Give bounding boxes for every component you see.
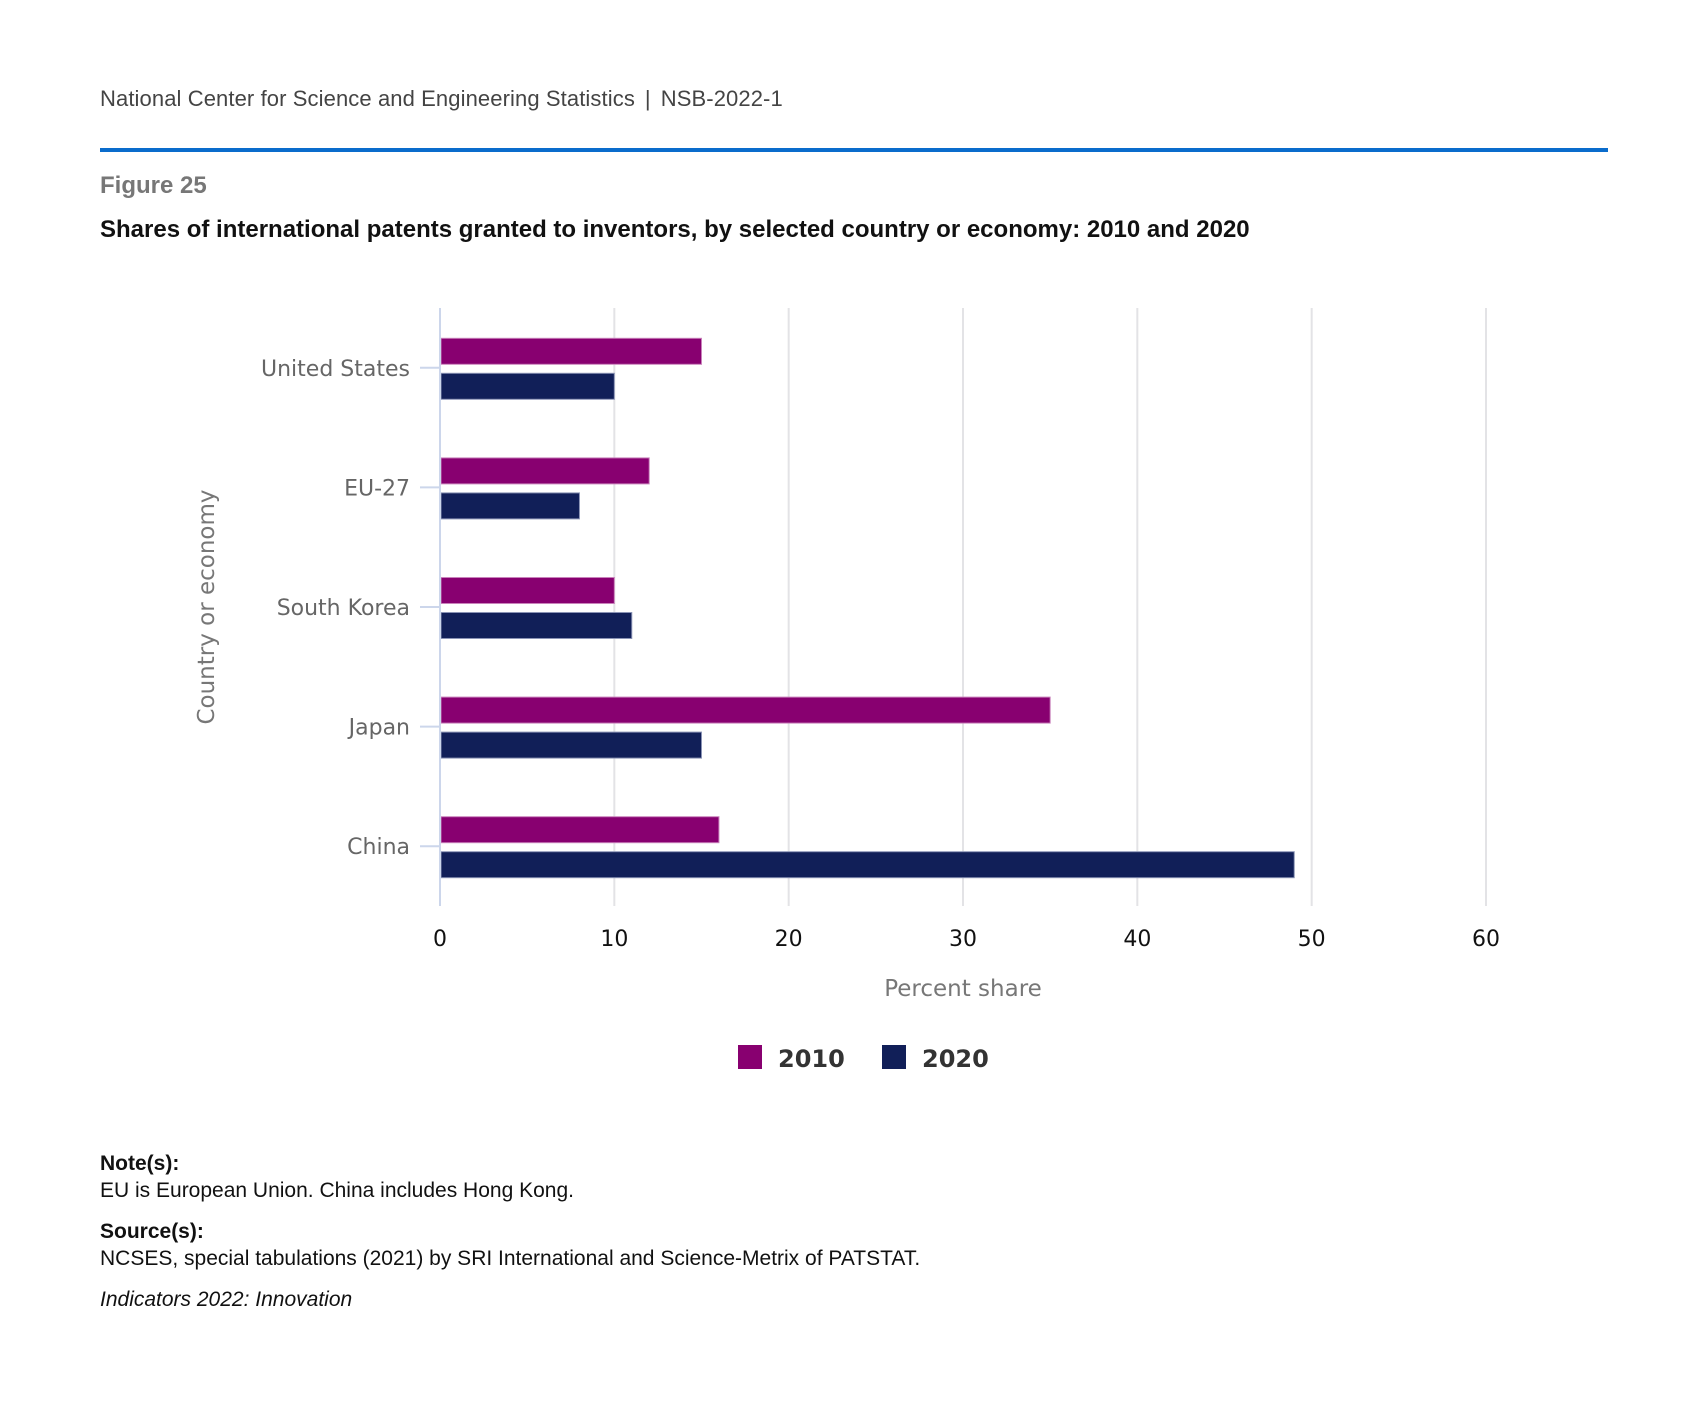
x-tick-label: 60 xyxy=(1472,927,1500,952)
legend-label-2020: 2020 xyxy=(922,1045,989,1073)
category-label: EU-27 xyxy=(344,476,410,501)
source-text: NCSES, special tabulations (2021) by SRI… xyxy=(100,1247,921,1270)
publication-name: Indicators 2022: Innovation xyxy=(100,1288,353,1311)
figure-notes: Note(s): EU is European Union. China inc… xyxy=(100,1150,920,1327)
x-axis-title: Percent share xyxy=(884,976,1042,1002)
report-header: National Center for Science and Engineer… xyxy=(100,86,783,112)
gridlines xyxy=(613,308,1487,906)
figure-number: Figure 25 xyxy=(100,172,207,199)
y-axis-title: Country or economy xyxy=(194,489,220,724)
bar-2020-south-korea xyxy=(440,612,633,639)
header-separator: | xyxy=(644,86,651,111)
x-tick-label: 20 xyxy=(775,927,803,952)
bar-2020-united-states xyxy=(440,372,615,400)
legend: 2010 2020 xyxy=(738,1045,989,1073)
bar-2010-south-korea xyxy=(440,577,615,604)
bar-2010-eu-27 xyxy=(440,457,650,485)
category-label: South Korea xyxy=(277,596,410,621)
category-label: United States xyxy=(261,357,410,382)
bar-2010-japan xyxy=(440,696,1051,724)
figure-title: Shares of international patents granted … xyxy=(100,216,1250,243)
legend-swatch-2020 xyxy=(882,1045,906,1069)
x-tick-label: 50 xyxy=(1298,927,1326,952)
bars xyxy=(440,337,1295,879)
x-axis-ticks: 0 10 20 30 40 50 60 xyxy=(433,927,1500,952)
bar-2010-united-states xyxy=(440,337,702,365)
legend-label-2010: 2010 xyxy=(778,1045,845,1073)
bar-2020-eu-27 xyxy=(440,492,580,520)
notes-text: EU is European Union. China includes Hon… xyxy=(100,1179,574,1202)
y-axis: United States EU-27 South Korea Japan China xyxy=(261,308,441,906)
category-label: China xyxy=(347,835,410,860)
x-tick-label: 30 xyxy=(949,927,977,952)
category-label: Japan xyxy=(347,716,410,741)
bar-2020-japan xyxy=(440,731,702,759)
notes-label: Note(s): xyxy=(100,1152,180,1175)
report-id: NSB-2022-1 xyxy=(660,86,783,111)
bar-2020-china xyxy=(440,851,1295,879)
source-label: Source(s): xyxy=(100,1220,204,1243)
legend-swatch-2010 xyxy=(738,1045,762,1069)
org-name: National Center for Science and Engineer… xyxy=(100,86,635,111)
x-tick-label: 40 xyxy=(1123,927,1151,952)
bar-2010-china xyxy=(440,816,720,844)
x-tick-label: 10 xyxy=(600,927,628,952)
header-rule xyxy=(100,148,1608,152)
x-tick-label: 0 xyxy=(433,927,447,952)
